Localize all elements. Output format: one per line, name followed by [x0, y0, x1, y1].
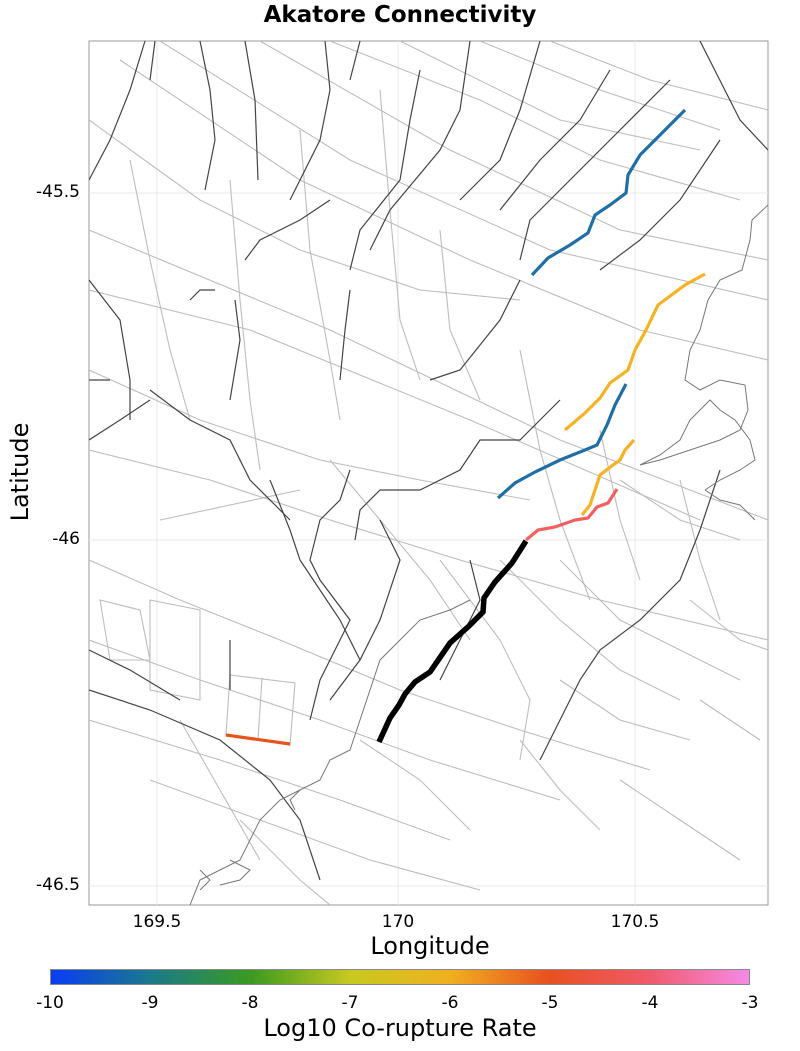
rupture-red — [524, 488, 619, 542]
x-tick: 170 — [381, 912, 415, 932]
colorbar-tick: -10 — [36, 993, 64, 1013]
colorbar-tick: -9 — [141, 993, 159, 1013]
y-axis-label: Latitude — [6, 422, 34, 522]
colorbar-label: Log10 Co-rupture Rate — [263, 1014, 537, 1042]
gridlines — [89, 41, 768, 905]
colorbar-tick: -3 — [741, 993, 759, 1013]
colorbar — [50, 969, 750, 985]
source-fault — [376, 539, 529, 744]
coastline — [189, 204, 768, 905]
y-tick: -45.5 — [36, 182, 80, 202]
plot-area — [88, 40, 769, 906]
x-tick: 169.5 — [132, 912, 182, 932]
colorbar-tick: -6 — [441, 993, 459, 1013]
subsection-grid — [89, 41, 768, 905]
rupture-blue-north — [530, 108, 687, 277]
colorbar-tick: -4 — [641, 993, 659, 1013]
rupture-blue-south — [496, 383, 628, 500]
rupture-orange — [225, 733, 291, 746]
x-tick: 170.5 — [610, 912, 660, 932]
y-tick: -46 — [52, 529, 80, 549]
fault-traces — [89, 41, 768, 881]
x-axis-label: Longitude — [370, 932, 490, 960]
map-title: Akatore Connectivity — [263, 2, 537, 28]
rupture-yellow-north — [563, 272, 706, 432]
colorbar-tick: -7 — [341, 993, 359, 1013]
colorbar-tick: -8 — [241, 993, 259, 1013]
colorbar-tick: -5 — [541, 993, 559, 1013]
rupture-yellow-south — [580, 438, 636, 516]
y-tick: -46.5 — [36, 875, 80, 895]
